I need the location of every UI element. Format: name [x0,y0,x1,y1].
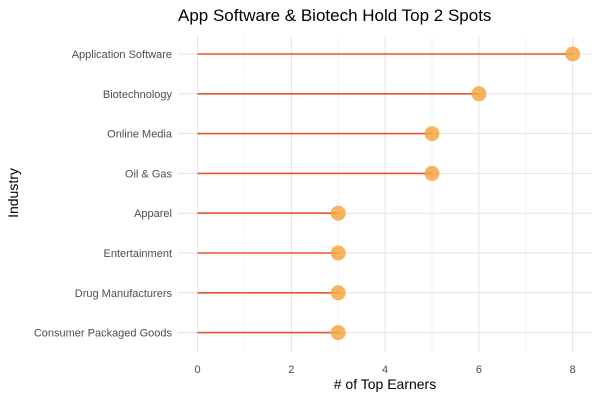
chart-title: App Software & Biotech Hold Top 2 Spots [178,6,491,25]
x-tick-label: 4 [382,364,388,376]
y-tick-label: Oil & Gas [125,168,173,180]
x-axis-title: # of Top Earners [334,376,436,392]
lollipop-point [330,285,346,301]
y-tick-label: Online Media [107,129,173,141]
lollipop-point [424,165,440,181]
lollipop-point [471,86,487,102]
x-tick-label: 6 [476,364,482,376]
y-tick-label: Drug Manufacturers [75,288,173,300]
y-tick-label: Application Software [72,49,172,61]
x-tick-labels: 0 2 4 6 8 [194,364,575,376]
lollipop-point [424,126,440,142]
y-axis-title: Industry [5,168,21,218]
stems [197,53,573,334]
points [330,46,581,341]
x-tick-label: 0 [194,364,200,376]
lollipop-point [330,245,346,261]
grid [178,36,592,352]
x-tick-label: 8 [570,364,576,376]
y-tick-label: Apparel [134,208,172,220]
y-tick-label: Biotechnology [103,89,173,101]
lollipop-point [330,205,346,221]
y-tick-labels: Application Software Biotechnology Online … [34,49,173,340]
x-tick-label: 2 [288,364,294,376]
lollipop-point [330,325,346,341]
y-tick-label: Consumer Packaged Goods [34,328,173,340]
y-tick-label: Entertainment [104,248,172,260]
lollipop-point [565,46,581,62]
